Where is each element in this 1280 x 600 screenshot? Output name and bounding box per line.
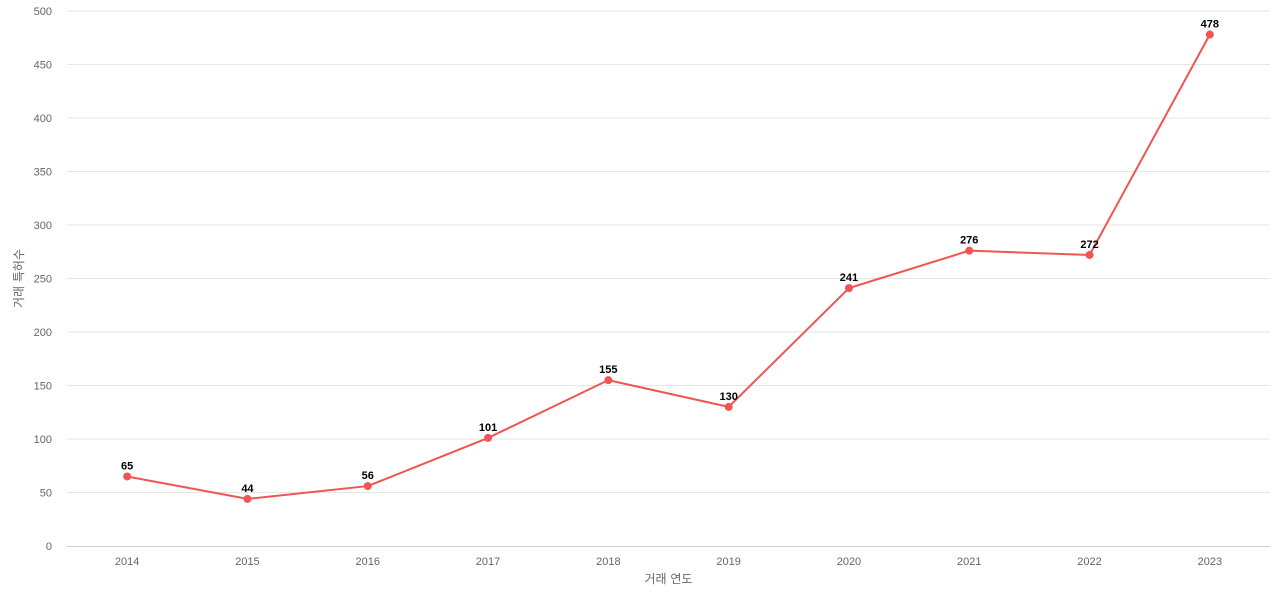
data-point [724,402,733,411]
series-layer: 65 44 56 101 155 130 241 276 272 478 [121,19,1219,503]
data-label: 101 [479,422,497,434]
data-point [363,482,372,491]
x-tick-label: 2022 [1077,556,1101,568]
y-tick-label: 250 [34,274,52,286]
x-tick-label: 2021 [957,556,981,568]
data-label: 44 [241,483,254,495]
data-point [484,433,493,442]
x-tick-label: 2014 [115,556,139,568]
x-tick-label: 2019 [716,556,740,568]
x-tick-label: 2023 [1198,556,1222,568]
x-tick-label: 2018 [596,556,620,568]
y-tick-label: 100 [34,434,52,446]
y-tick-label: 50 [40,488,52,500]
data-point [604,376,613,385]
x-axis-ticks: 2014 2015 2016 2017 2018 2019 2020 2021 2022 2023 [115,556,1222,568]
data-point [1085,250,1094,259]
y-tick-label: 500 [34,6,52,18]
data-label: 65 [121,460,133,472]
y-tick-label: 200 [34,327,52,339]
y-tick-label: 450 [34,60,52,72]
x-tick-label: 2017 [476,556,500,568]
y-tick-label: 150 [34,381,52,393]
y-tick-label: 350 [34,167,52,179]
x-tick-label: 2020 [837,556,861,568]
y-axis-title: 거래 특허수 [12,249,26,308]
data-label: 241 [840,272,858,284]
data-point [123,472,132,481]
data-label: 478 [1201,19,1219,31]
gridlines [67,10,1270,493]
y-tick-label: 300 [34,220,52,232]
y-axis-ticks: 0 50 100 150 200 250 300 350 400 450 500 [34,6,52,553]
data-label: 272 [1080,239,1098,251]
data-label: 56 [362,470,374,482]
y-tick-label: 400 [34,113,52,125]
data-point [965,246,974,255]
data-label: 276 [960,235,978,247]
series-line [126,34,1211,500]
x-axis-title: 거래 연도 [645,572,693,586]
y-tick-label: 0 [46,541,52,553]
data-label: 155 [599,364,617,376]
x-tick-label: 2016 [356,556,380,568]
data-point [243,494,252,503]
data-label: 130 [719,391,737,403]
x-tick-label: 2015 [235,556,259,568]
data-point [844,284,853,293]
data-point [1205,30,1214,39]
